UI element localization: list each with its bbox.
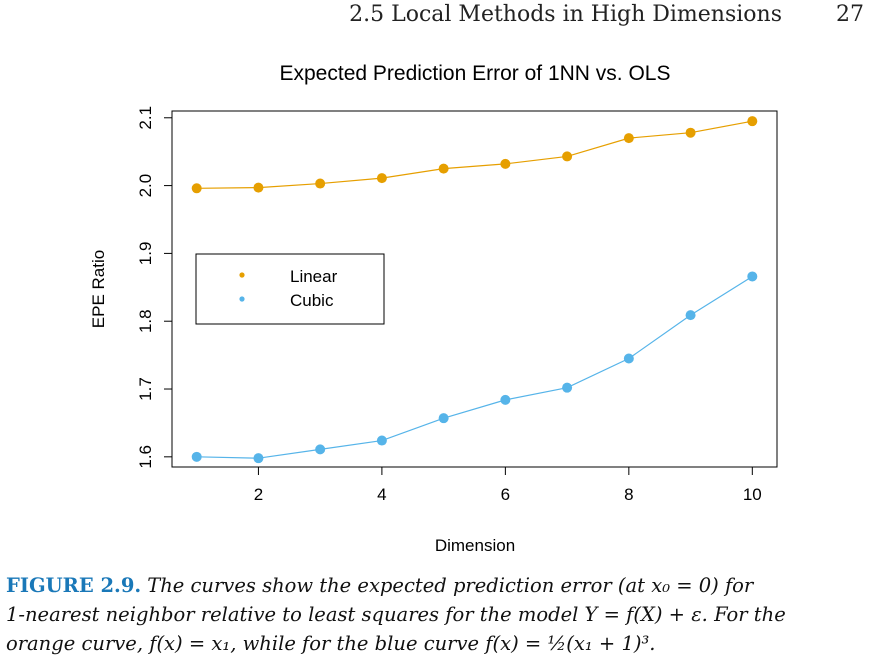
data-point-cubic [191, 451, 202, 462]
legend-box [195, 253, 385, 325]
data-point-cubic [253, 453, 264, 464]
x-tick-label: 10 [743, 485, 762, 504]
legend-label-linear: Linear [290, 267, 338, 286]
data-point-linear [685, 127, 696, 138]
y-tick-label: 1.7 [136, 377, 155, 401]
x-axis: 2 4 6 8 10 [254, 467, 762, 504]
page-header: 2.5 Local Methods in High Dimensions 27 [0, 2, 864, 28]
caption-line-1: FIGURE 2.9. The curves show the expected … [6, 571, 868, 600]
x-axis-label: Dimension [435, 536, 515, 555]
figure-caption: FIGURE 2.9. The curves show the expected … [6, 571, 868, 658]
data-point-linear [747, 116, 758, 127]
y-axis-label: EPE Ratio [89, 250, 108, 328]
legend-marker-linear [239, 272, 245, 278]
caption-line-2: 1-nearest neighbor relative to least squ… [6, 603, 786, 626]
series-line-linear [196, 120, 753, 189]
y-tick-label: 2.0 [136, 174, 155, 198]
y-tick-label: 2.1 [136, 106, 155, 130]
data-point-cubic [376, 435, 387, 446]
plot-frame [171, 110, 778, 468]
data-point-linear [191, 183, 202, 194]
page-number: 27 [836, 2, 864, 27]
chart-title: Expected Prediction Error of 1NN vs. OLS [280, 62, 671, 85]
data-point-linear [562, 151, 573, 162]
series-layer [191, 116, 758, 464]
x-tick-label: 4 [377, 485, 386, 504]
data-point-linear [253, 182, 264, 193]
caption-line-3: orange curve, f(x) = x₁, while for the b… [6, 632, 656, 655]
data-point-linear [500, 158, 511, 169]
legend: Linear Cubic [195, 253, 385, 325]
data-point-cubic [315, 444, 326, 455]
chart: Expected Prediction Error of 1NN vs. OLS… [89, 62, 778, 555]
data-point-cubic [685, 310, 696, 321]
y-tick-label: 1.6 [136, 445, 155, 469]
y-tick-label: 1.8 [136, 309, 155, 333]
data-point-linear [623, 133, 634, 144]
data-point-linear [376, 173, 387, 184]
x-tick-label: 8 [624, 485, 633, 504]
y-axis: 1.6 1.7 1.8 1.9 2.0 2.1 [136, 106, 172, 469]
x-tick-label: 2 [254, 485, 263, 504]
data-point-cubic [562, 382, 573, 393]
y-tick-label: 1.9 [136, 242, 155, 266]
data-point-cubic [623, 353, 634, 364]
data-point-cubic [747, 271, 758, 282]
legend-marker-cubic [239, 296, 245, 302]
figure-label: FIGURE 2.9. [6, 574, 142, 597]
legend-label-cubic: Cubic [290, 291, 334, 310]
data-point-linear [315, 178, 326, 189]
data-point-linear [438, 163, 449, 174]
x-tick-label: 6 [501, 485, 510, 504]
data-point-cubic [438, 413, 449, 424]
series-line-cubic [196, 275, 753, 459]
caption-text-1: The curves show the expected prediction … [147, 574, 754, 597]
section-title: 2.5 Local Methods in High Dimensions [349, 2, 782, 27]
data-point-cubic [500, 394, 511, 405]
